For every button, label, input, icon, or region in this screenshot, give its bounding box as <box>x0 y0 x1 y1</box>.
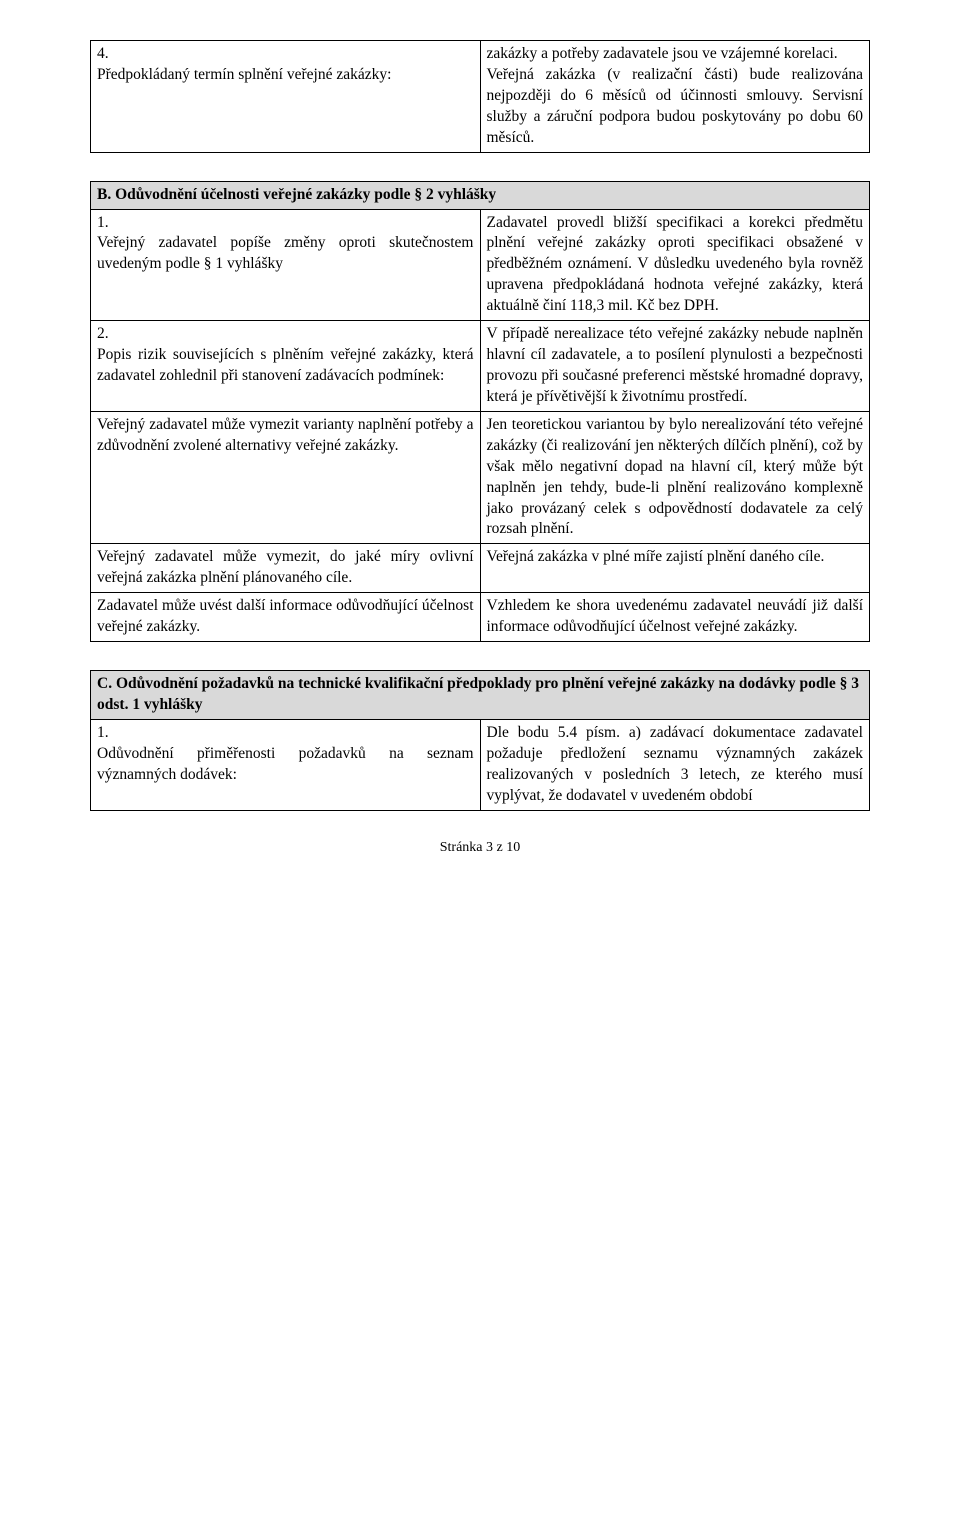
cell-right: Veřejná zakázka v plné míře zajistí plně… <box>480 544 870 593</box>
section-header-row: B. Odůvodnění účelnosti veřejné zakázky … <box>91 181 870 209</box>
table-row: 1. Veřejný zadavatel popíše změny oproti… <box>91 209 870 321</box>
table-row: Zadavatel může uvést další informace odů… <box>91 593 870 642</box>
cell-left: 1. Odůvodnění přiměřenosti požadavků na … <box>91 719 481 810</box>
cell-right: zakázky a potřeby zadavatele jsou ve vzá… <box>480 41 870 153</box>
table-row: 1. Odůvodnění přiměřenosti požadavků na … <box>91 719 870 810</box>
cell-right: Zadavatel provedl bližší specifikaci a k… <box>480 209 870 321</box>
table-row: 2. Popis rizik souvisejících s plněním v… <box>91 321 870 412</box>
section-header-b: B. Odůvodnění účelnosti veřejné zakázky … <box>91 181 870 209</box>
cell-right: Vzhledem ke shora uvedenému zadavatel ne… <box>480 593 870 642</box>
cell-left: Veřejný zadavatel může vymezit, do jaké … <box>91 544 481 593</box>
cell-right: Dle bodu 5.4 písm. a) zadávací dokumenta… <box>480 719 870 810</box>
cell-left: Zadavatel může uvést další informace odů… <box>91 593 481 642</box>
cell-left: 2. Popis rizik souvisejících s plněním v… <box>91 321 481 412</box>
table-row: Veřejný zadavatel může vymezit varianty … <box>91 411 870 544</box>
section-header-row: C. Odůvodnění požadavků na technické kva… <box>91 671 870 720</box>
page-footer: Stránka 3 z 10 <box>90 839 870 858</box>
cell-right: Jen teoretickou variantou by bylo nereal… <box>480 411 870 544</box>
table-b: B. Odůvodnění účelnosti veřejné zakázky … <box>90 181 870 642</box>
table-row: 4. Předpokládaný termín splnění veřejné … <box>91 41 870 153</box>
cell-left: 4. Předpokládaný termín splnění veřejné … <box>91 41 481 153</box>
cell-left: Veřejný zadavatel může vymezit varianty … <box>91 411 481 544</box>
table-a: 4. Předpokládaný termín splnění veřejné … <box>90 40 870 153</box>
table-row: Veřejný zadavatel může vymezit, do jaké … <box>91 544 870 593</box>
page-number: Stránka 3 z 10 <box>440 840 520 855</box>
cell-right: V případě nerealizace této veřejné zakáz… <box>480 321 870 412</box>
section-header-c: C. Odůvodnění požadavků na technické kva… <box>91 671 870 720</box>
table-c: C. Odůvodnění požadavků na technické kva… <box>90 670 870 811</box>
cell-left: 1. Veřejný zadavatel popíše změny oproti… <box>91 209 481 321</box>
